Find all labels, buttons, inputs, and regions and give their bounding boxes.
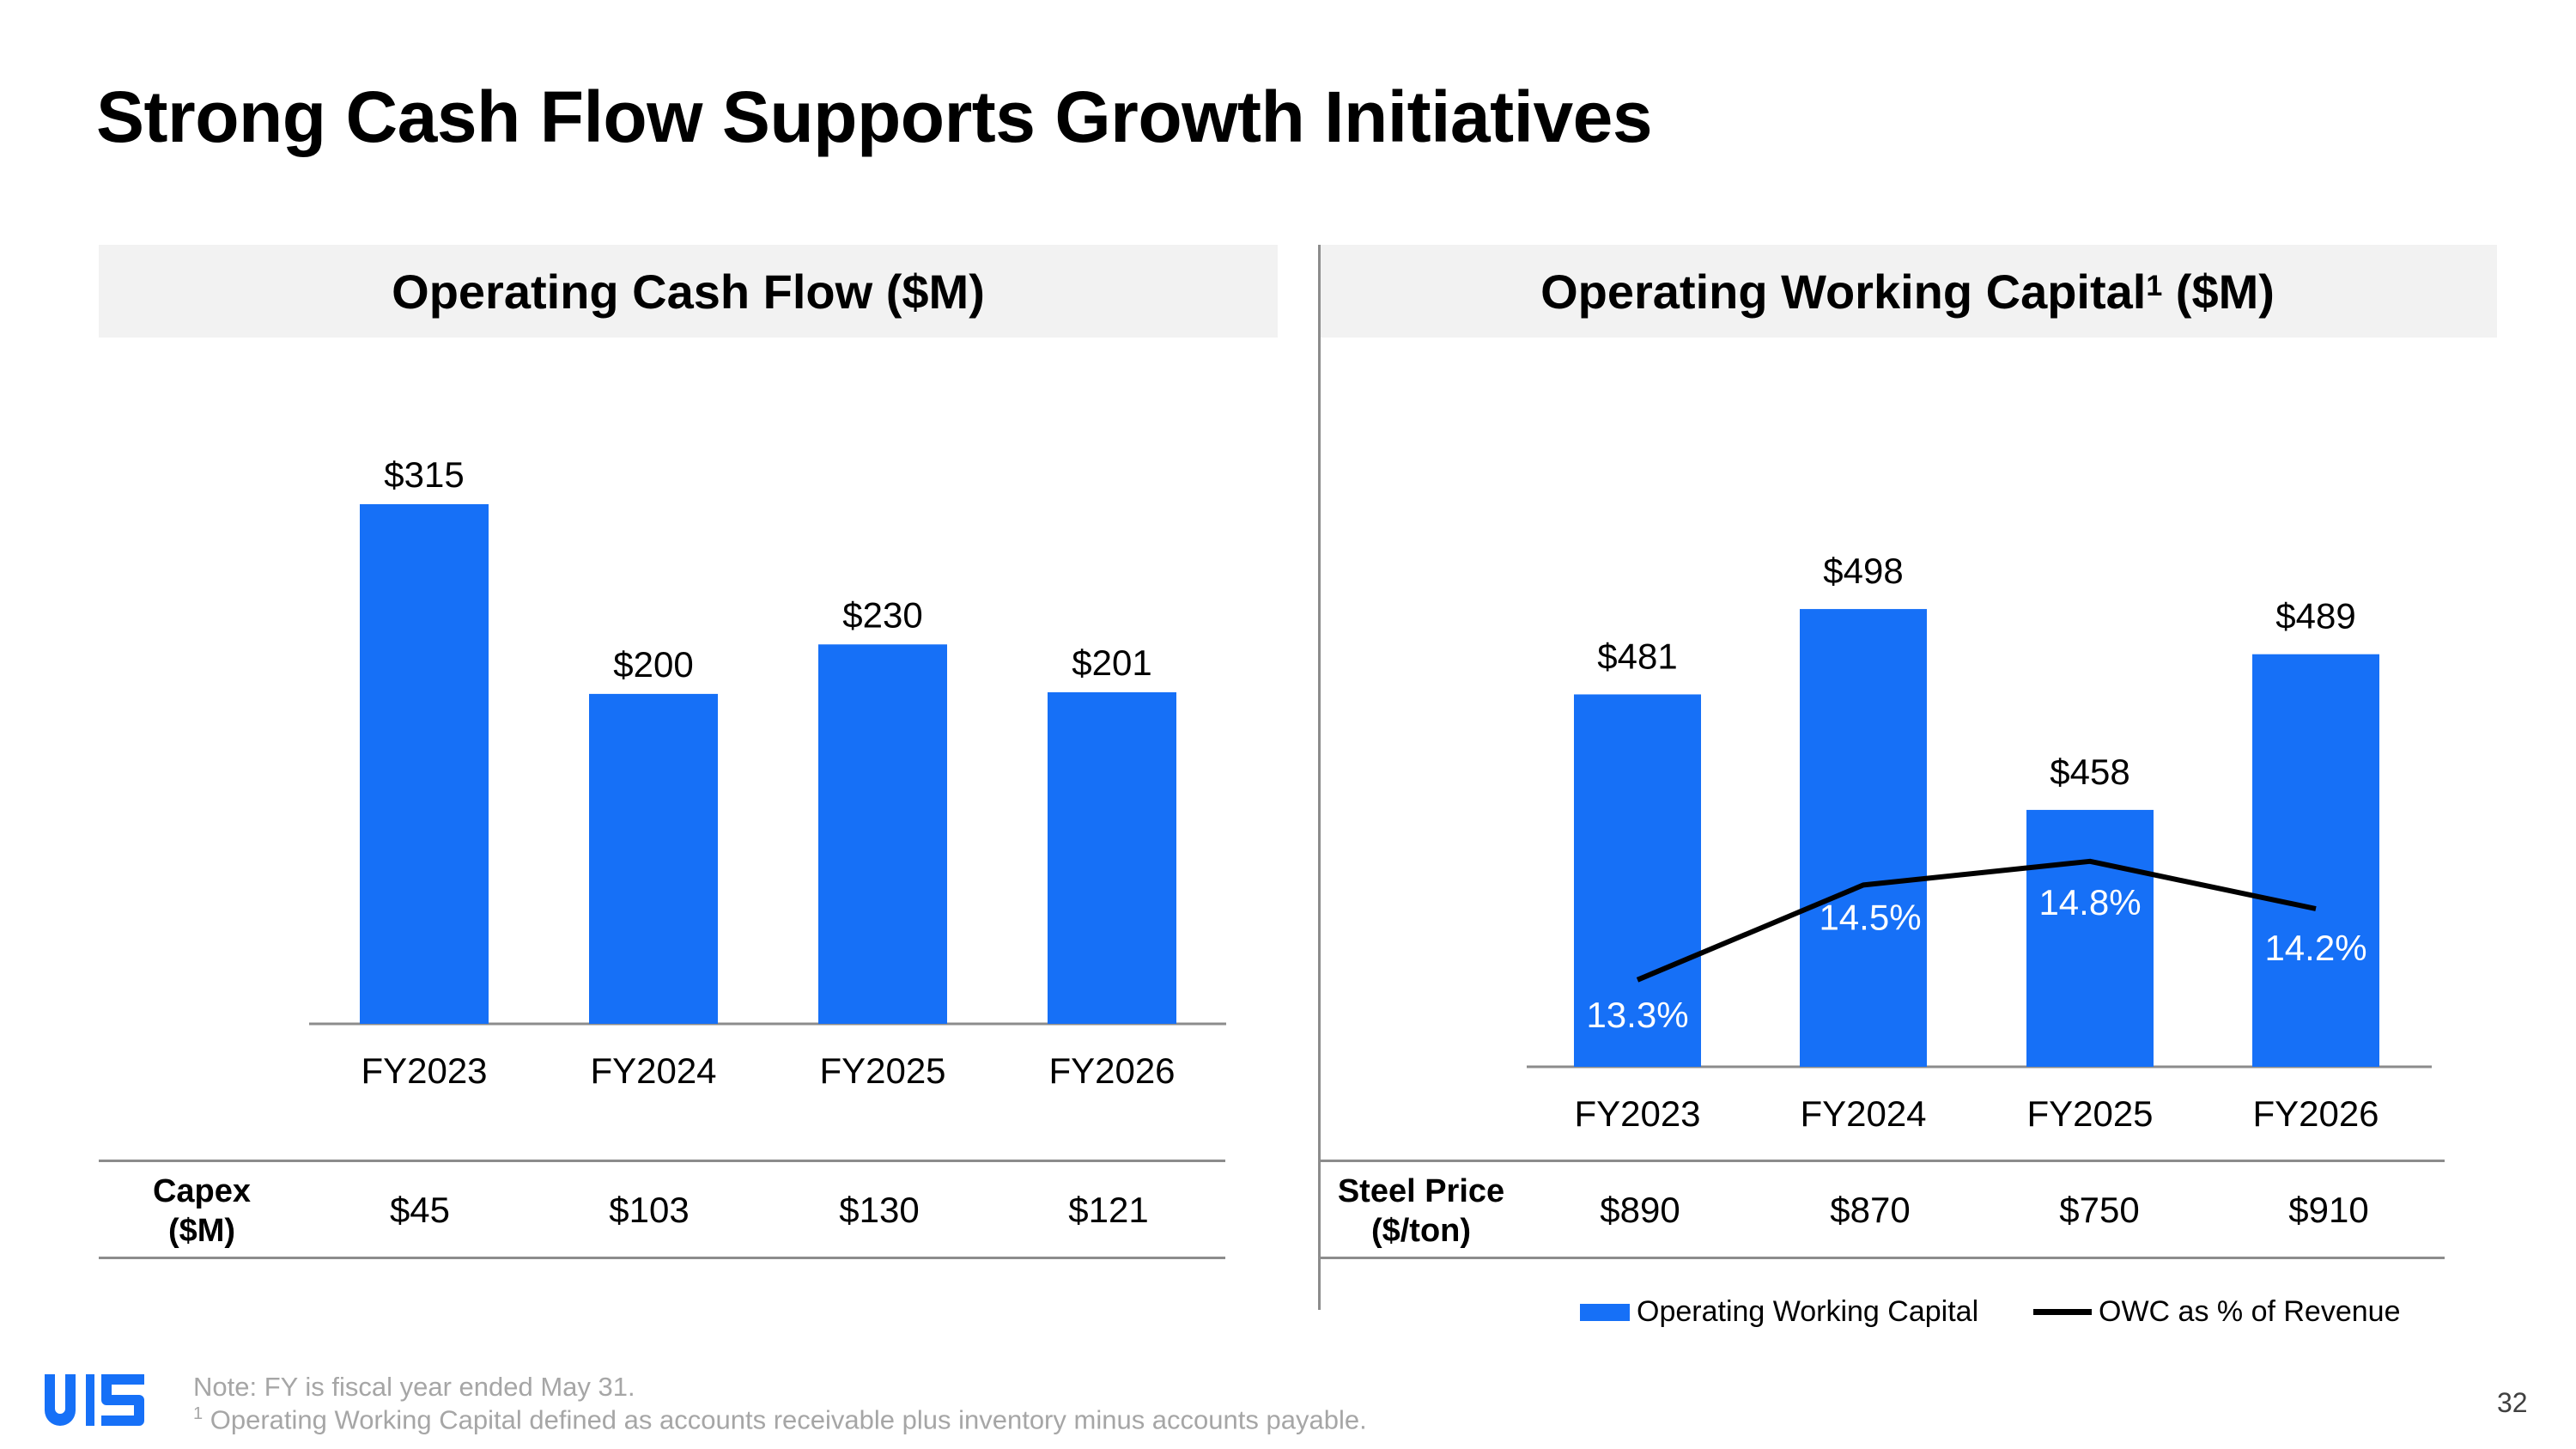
- owc-pct-label: 14.5%: [1819, 897, 1921, 937]
- footnote-text: Operating Working Capital defined as acc…: [203, 1404, 1367, 1435]
- legend-item-owc: Operating Working Capital: [1580, 1295, 1978, 1329]
- ocf-category-label: FY2024: [590, 1050, 716, 1091]
- ocf-panel-header: Operating Cash Flow ($M): [99, 245, 1278, 338]
- footnote-mark: 1: [193, 1404, 204, 1423]
- capex-row-label: Capex: [152, 1173, 252, 1209]
- ocf-bar-fy2025: [818, 644, 947, 1024]
- steel-cell-fy2025: $750: [2059, 1190, 2140, 1230]
- owc-panel-header: Operating Working Capital 1 ($M): [1318, 245, 2497, 338]
- legend-line-label: OWC as % of Revenue: [2099, 1295, 2401, 1328]
- steel-cell-fy2024: $870: [1830, 1190, 1911, 1230]
- legend-item-owc-pct: OWC as % of Revenue: [2033, 1295, 2400, 1329]
- capex-cell-fy2026: $121: [1068, 1190, 1149, 1230]
- legend-line-swatch: [2033, 1309, 2092, 1315]
- owc-pct-label: 14.8%: [2038, 882, 2141, 922]
- owc-pct-label: 14.2%: [2264, 928, 2366, 968]
- owc-data-label: $458: [2050, 752, 2129, 792]
- footer-footnote: 1 Operating Working Capital defined as a…: [193, 1404, 1367, 1435]
- owc-data-label: $481: [1597, 636, 1677, 676]
- ocf-bar-fy2026: [1048, 691, 1176, 1024]
- steel-table-top-rule: [1318, 1160, 2445, 1162]
- owc-pct-line: [1636, 858, 2317, 983]
- owc-category-label: FY2023: [1574, 1093, 1700, 1134]
- owc-category-label: FY2025: [2026, 1093, 2153, 1134]
- capex-table-top-rule: [99, 1160, 1225, 1162]
- ocf-data-label: $200: [613, 644, 693, 685]
- owc-pct-label: 13.3%: [1586, 995, 1688, 1035]
- owc-header-unit: ($M): [2162, 264, 2275, 319]
- owc-header-footnote-mark: 1: [2146, 269, 2163, 302]
- ocf-category-label: FY2023: [361, 1050, 487, 1091]
- owc-bar-fy2024: [1800, 609, 1927, 1067]
- owc-category-label: FY2026: [2252, 1093, 2379, 1134]
- capex-row-header: Capex ($M): [120, 1172, 283, 1251]
- owc-header-text: Operating Working Capital: [1540, 264, 2147, 319]
- owc-data-label: $489: [2275, 596, 2355, 636]
- legend-bar-label: Operating Working Capital: [1637, 1295, 1979, 1328]
- steel-cell-fy2026: $910: [2288, 1190, 2369, 1230]
- capex-cell-fy2024: $103: [609, 1190, 690, 1230]
- capex-cell-fy2025: $130: [839, 1190, 920, 1230]
- ocf-category-label: FY2026: [1048, 1050, 1175, 1091]
- capex-cell-fy2023: $45: [389, 1190, 451, 1230]
- ocf-bar-fy2024: [589, 693, 718, 1024]
- page-number: 32: [2497, 1387, 2528, 1418]
- steel-row-unit: ($/ton): [1370, 1213, 1472, 1249]
- ocf-bar-fy2023: [360, 504, 489, 1024]
- ocf-data-label: $315: [384, 454, 464, 495]
- company-logo: [45, 1374, 144, 1426]
- steel-cell-fy2023: $890: [1600, 1190, 1680, 1230]
- steel-row-label: Steel Price: [1337, 1173, 1505, 1209]
- page-title: Strong Cash Flow Supports Growth Initiat…: [96, 76, 1653, 157]
- owc-bar-fy2025: [2026, 809, 2154, 1067]
- capex-row-unit: ($M): [167, 1213, 236, 1249]
- steel-row-header: Steel Price ($/ton): [1322, 1172, 1520, 1251]
- capex-table-bottom-rule: [99, 1257, 1225, 1259]
- footer-note: Note: FY is fiscal year ended May 31.: [193, 1372, 635, 1402]
- ocf-category-label: FY2025: [819, 1050, 945, 1091]
- owc-data-label: $498: [1823, 551, 1903, 591]
- owc-category-label: FY2024: [1800, 1093, 1926, 1134]
- owc-bar-fy2026: [2252, 654, 2379, 1067]
- legend-bar-swatch: [1580, 1303, 1630, 1321]
- steel-table-bottom-rule: [1318, 1257, 2445, 1259]
- panel-divider: [1318, 245, 1321, 1310]
- owc-bar-fy2023: [1574, 694, 1701, 1067]
- ocf-data-label: $230: [842, 594, 922, 635]
- ocf-data-label: $201: [1072, 642, 1151, 683]
